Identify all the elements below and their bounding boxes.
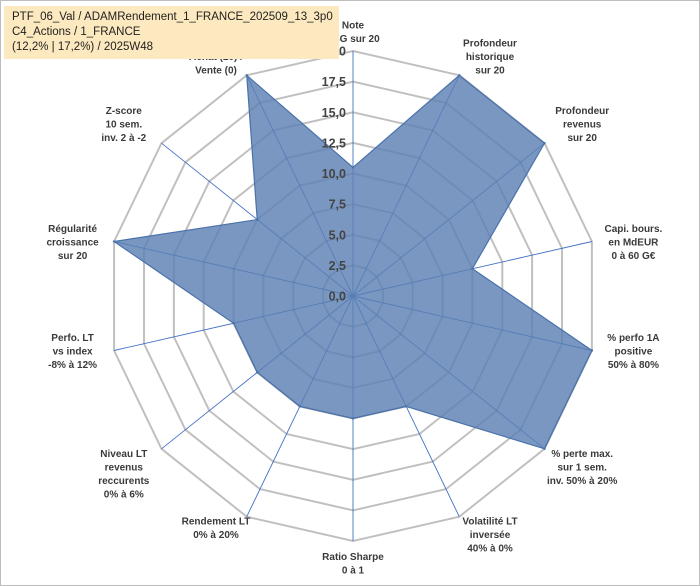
tick-label-2: 5,0: [329, 228, 346, 242]
category-label-5: % perfo 1A positive 50% à 80%: [607, 333, 659, 371]
data-point-1: [351, 166, 355, 169]
category-label-8: Ratio Sharpe 0 à 1: [322, 552, 384, 577]
category-label-6: % perte max. sur 1 sem. inv. 50% à 20%: [547, 449, 618, 487]
tick-label-4: 10,0: [322, 167, 346, 181]
category-label-13: Z-score 10 sem. inv. 2 à -2: [101, 106, 146, 144]
data-point-8: [351, 417, 355, 420]
title-line-1: PTF_06_Val / ADAMRendement_1_FRANCE_2025…: [12, 11, 333, 23]
tick-label-0: 0,0: [329, 290, 346, 304]
category-label-3: Profondeur revenus sur 20: [555, 106, 609, 144]
category-label-4: Capi. bours. en MdEUR 0 à 60 G€: [605, 224, 663, 262]
category-label-10: Niveau LT revenus reccurents 0% à 6%: [98, 449, 150, 501]
category-label-12: Régularité croissance sur 20: [46, 224, 99, 262]
data-point-14: [245, 74, 248, 77]
tick-label-6: 15,0: [322, 106, 346, 120]
data-point-2: [458, 74, 461, 77]
data-point-9: [298, 405, 301, 408]
data-point-3: [543, 142, 546, 145]
data-point-10: [256, 371, 259, 374]
data-point-5: [590, 349, 594, 352]
data-point-4: [471, 267, 474, 270]
data-point-7: [405, 405, 408, 408]
tick-label-7: 17,5: [322, 75, 346, 89]
tick-label-1: 2,5: [329, 259, 346, 273]
category-label-9: Rendement LT 0% à 20%: [182, 517, 251, 542]
category-label-7: Volatilité LT inversée 40% à 0%: [462, 517, 517, 555]
tick-label-5: 12,5: [322, 136, 346, 150]
category-label-2: Profondeur historique sur 20: [463, 38, 517, 76]
title-line-2: C4_Actions / 1_FRANCE: [12, 26, 141, 38]
chart-title-box: PTF_06_Val / ADAMRendement_1_FRANCE_2025…: [4, 6, 339, 59]
data-point-6: [543, 447, 546, 450]
data-point-13: [256, 218, 259, 221]
data-point-11: [232, 322, 235, 325]
data-point-12: [112, 240, 116, 243]
tick-label-3: 7,5: [329, 198, 346, 212]
category-label-1: Note ESG sur 20: [326, 21, 380, 46]
category-label-11: Perfo. LT vs index -8% à 12%: [48, 333, 97, 371]
title-line-3: (12,2% | 17,2%) / 2025W48: [12, 41, 154, 53]
